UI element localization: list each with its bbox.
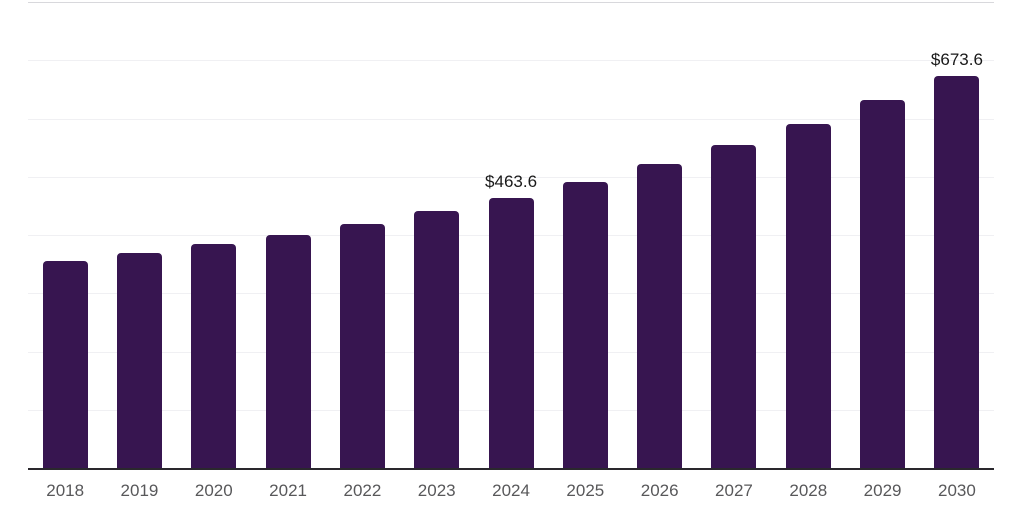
bar-slot-2029 <box>845 2 919 468</box>
x-tick-label-2026: 2026 <box>640 481 679 500</box>
bar-2029 <box>860 100 906 468</box>
bar-slot-2023 <box>400 2 474 468</box>
bar-slot-2021 <box>251 2 325 468</box>
bar-slot-2026 <box>623 2 697 468</box>
bar-2018 <box>42 261 88 468</box>
x-tick-label-2025: 2025 <box>566 481 605 500</box>
x-tick-label-2028: 2028 <box>789 481 828 500</box>
gridline-500 <box>28 176 994 178</box>
x-tick-label-2018: 2018 <box>46 481 85 500</box>
bar-2021 <box>265 235 311 468</box>
bar-2024 <box>488 198 534 468</box>
bar-2020 <box>191 244 237 468</box>
bar-2025 <box>562 182 608 468</box>
bar-slot-2030: $673.6 <box>920 2 994 468</box>
gridline-800 <box>28 2 994 3</box>
bar-2022 <box>339 223 385 468</box>
x-tick-label-2024: 2024 <box>492 481 530 500</box>
bar-2028 <box>785 123 831 468</box>
gridline-600 <box>28 118 994 120</box>
bar-slot-2027 <box>697 2 771 468</box>
bar-slot-2022 <box>325 2 399 468</box>
x-tick-label-2029: 2029 <box>863 481 902 500</box>
bar-2023 <box>414 211 460 468</box>
x-axis-line <box>28 468 994 470</box>
data-label-2030: $673.6 <box>930 49 983 69</box>
bar-slot-2028 <box>771 2 845 468</box>
bar-slot-2019 <box>102 2 176 468</box>
bar-slot-2020 <box>177 2 251 468</box>
x-tick-label-2023: 2023 <box>417 481 456 500</box>
bar-2026 <box>637 163 683 468</box>
gridline-700 <box>28 60 994 62</box>
bar-slot-2024: $463.6 <box>474 2 548 468</box>
x-axis-tick-labels: 2018 2019 2020 2021 2022 2023 2024 2025 2026 2027… <box>28 481 994 501</box>
bar-series: $463.6 $673.6 <box>28 2 994 468</box>
x-tick-label-2019: 2019 <box>120 481 159 500</box>
bar-2030 <box>934 75 980 468</box>
bar-slot-2025 <box>548 2 622 468</box>
x-tick-label-2030: 2030 <box>937 481 976 500</box>
x-tick-label-2021: 2021 <box>269 481 307 500</box>
bar-slot-2018 <box>28 2 102 468</box>
x-tick-label-2022: 2022 <box>343 481 382 500</box>
data-label-2024: $463.6 <box>485 172 538 191</box>
bar-2027 <box>711 144 757 468</box>
bar-2019 <box>116 253 162 468</box>
x-tick-label-2020: 2020 <box>194 481 233 500</box>
x-tick-label-2027: 2027 <box>715 481 753 500</box>
